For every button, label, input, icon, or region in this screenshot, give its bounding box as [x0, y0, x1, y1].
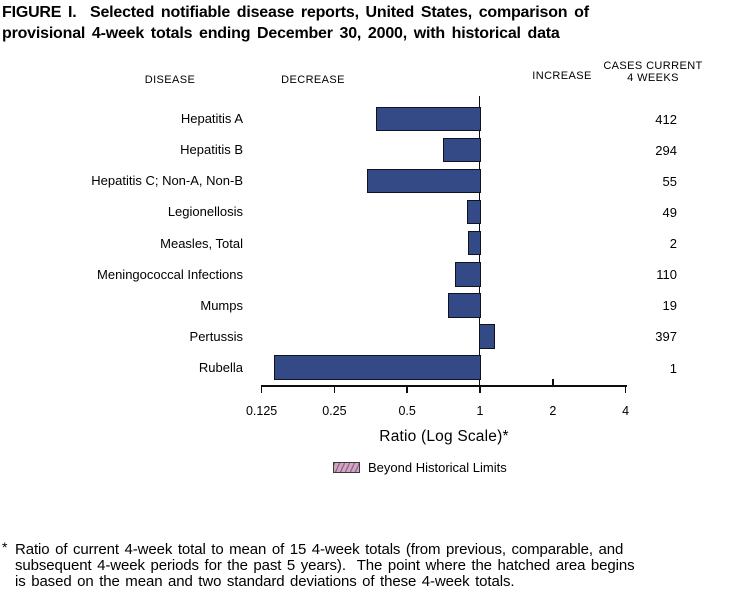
column-header-cases-current-4-weeks: CASES CURRENT 4 WEEKS [588, 60, 718, 84]
x-axis-tick [260, 387, 263, 393]
x-axis-title: Ratio (Log Scale)* [379, 428, 509, 445]
ratio-bar [442, 137, 481, 163]
figure-title-line-1: FIGURE I. Selected notifiable disease re… [2, 4, 589, 21]
x-axis-tick [624, 387, 627, 393]
ratio-bar [273, 355, 481, 380]
ratio-bar [466, 199, 481, 225]
ratio-bar [375, 106, 481, 131]
ratio-bar [467, 230, 481, 256]
cases-current-value: 110 [656, 267, 677, 283]
column-header-disease: DISEASE [144, 74, 196, 86]
x-axis-line [261, 385, 627, 387]
x-axis-tick [333, 387, 336, 393]
x-axis-tick-label: 0.25 [322, 404, 347, 418]
disease-label: Measles, Total [160, 235, 243, 251]
cases-current-value: 19 [662, 298, 677, 314]
column-header-cases-line2: 4 WEEKS [627, 71, 679, 84]
disease-label: Rubella [198, 359, 243, 375]
disease-label: Hepatitis C; Non-A, Non-B [91, 173, 243, 189]
cases-current-value: 55 [662, 173, 677, 189]
footnote-line-2: subsequent 4-week periods for the past 5… [15, 557, 635, 575]
x-axis-tick-label: 0.5 [398, 404, 416, 418]
cases-current-value: 1 [669, 360, 677, 376]
figure-title: FIGURE I. Selected notifiable disease re… [2, 2, 722, 44]
x-axis-tick-label: 4 [622, 404, 630, 418]
footnote-line-3: is based on the mean and two standard de… [15, 573, 515, 591]
footnote-asterisk-marker: * [2, 539, 8, 555]
footnote-line-1: Ratio of current 4-week total to mean of… [15, 541, 624, 558]
x-axis-tick-label: 2 [549, 404, 557, 418]
legend-hatched-swatch [333, 462, 360, 473]
disease-label: Mumps [200, 297, 243, 313]
legend-label: Beyond Historical Limits [368, 460, 507, 475]
column-header-increase: INCREASE [532, 70, 592, 82]
x-axis-tick [406, 387, 409, 393]
ratio-bar [366, 168, 481, 194]
cases-current-value: 397 [655, 329, 677, 345]
ratio-bar [448, 293, 481, 318]
cases-current-value: 294 [655, 142, 677, 158]
figure-title-line-2: provisional 4-week totals ending Decembe… [2, 25, 560, 42]
column-header-decrease: DECREASE [281, 74, 345, 86]
x-axis-tick-label: 1 [476, 404, 484, 418]
disease-label: Pertussis [189, 328, 243, 344]
x-axis-tick [479, 387, 481, 393]
column-header-cases-line1: CASES CURRENT [603, 60, 703, 72]
disease-label: Meningococcal Infections [97, 266, 243, 282]
cases-current-value: 49 [662, 205, 677, 220]
cases-current-value: 412 [655, 111, 677, 127]
cases-current-value: 2 [669, 236, 677, 252]
disease-label: Legionellosis [167, 204, 243, 220]
disease-label: Hepatitis B [180, 142, 243, 158]
x-axis-tick [551, 379, 554, 386]
ratio-bar [455, 262, 481, 287]
footnote: * Ratio of current 4-week total to mean … [0, 539, 746, 591]
disease-label: Hepatitis A [180, 111, 243, 127]
ratio-bar [479, 324, 496, 349]
x-axis-tick-label: 0.125 [245, 404, 278, 418]
